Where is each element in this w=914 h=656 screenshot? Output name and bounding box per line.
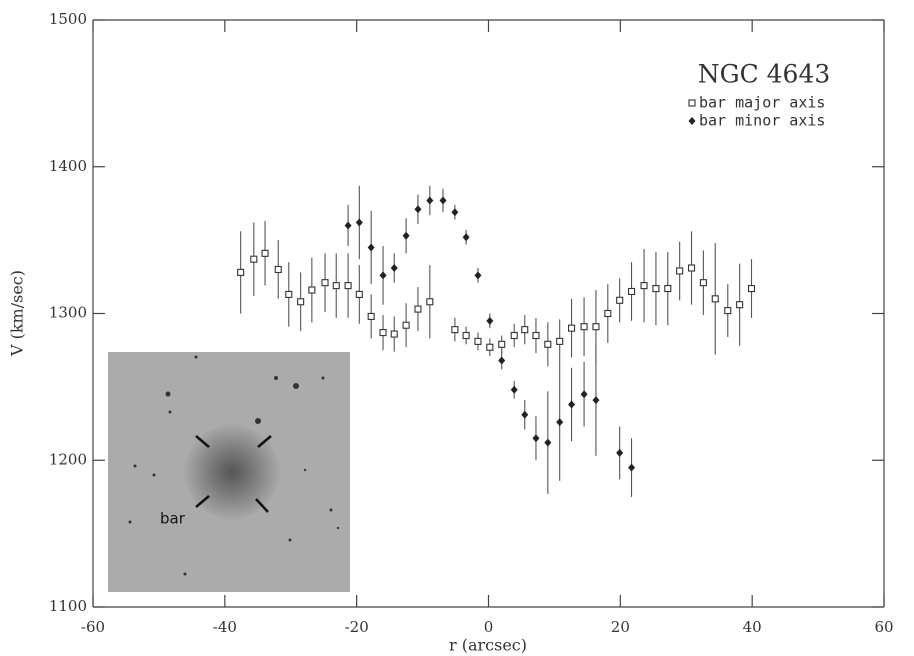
data-point: [355, 290, 363, 298]
data-point: [580, 390, 588, 399]
data-point: [321, 279, 329, 287]
x-tick-label: -40: [213, 618, 237, 636]
data-point: [332, 282, 340, 290]
data-point: [664, 285, 672, 293]
stars: [128, 355, 340, 576]
data-point: [451, 326, 459, 334]
data-point: [355, 218, 363, 227]
data-point: [439, 196, 447, 205]
data-point: [521, 326, 529, 334]
data-point: [556, 337, 564, 345]
x-tick-label: 0: [484, 618, 494, 636]
data-point: [367, 312, 375, 320]
data-point: [379, 271, 387, 280]
inset-image: bar: [108, 352, 350, 592]
data-point: [498, 356, 506, 365]
data-point: [604, 309, 612, 318]
y-tick-label: 1400: [49, 157, 87, 175]
data-point: [297, 298, 305, 306]
legend-label: bar minor axis: [699, 112, 825, 130]
y-tick-label: 1500: [49, 10, 87, 28]
data-point: [367, 243, 375, 252]
data-point: [474, 337, 482, 345]
data-point: [498, 340, 506, 348]
data-point: [532, 331, 540, 340]
x-tick-label: -20: [345, 618, 369, 636]
data-point: [544, 438, 552, 447]
data-point: [462, 233, 470, 242]
data-point: [274, 265, 282, 274]
data-point: [344, 221, 352, 230]
data-point: [390, 330, 398, 338]
bar-markers: [195, 435, 272, 513]
data-point: [344, 282, 352, 290]
data-point: [510, 385, 518, 394]
data-point: [486, 316, 494, 325]
data-point: [736, 301, 744, 309]
data-point: [462, 331, 470, 340]
data-point: [592, 323, 600, 331]
data-point: [640, 282, 648, 290]
data-point: [426, 196, 434, 205]
data-point: [414, 205, 422, 214]
data-point: [616, 296, 624, 304]
data-point: [580, 323, 588, 331]
data-point: [379, 329, 387, 337]
data-point: [451, 208, 459, 217]
data-point: [414, 305, 422, 313]
y-tick-label: 1200: [49, 450, 87, 468]
legend-marker: [688, 117, 696, 125]
data-point: [426, 298, 434, 306]
data-point: [532, 434, 540, 443]
data-point: [711, 295, 719, 303]
legend-marker: [688, 99, 696, 107]
data-point: [544, 340, 552, 348]
data-point: [390, 264, 398, 273]
x-tick-label: 20: [611, 618, 630, 636]
data-point: [616, 448, 624, 457]
data-point: [521, 410, 529, 419]
data-point: [568, 324, 576, 332]
legend-title: NGC 4643: [698, 60, 831, 89]
data-point: [250, 255, 258, 263]
inset-label: bar: [160, 510, 186, 528]
data-point: [592, 396, 600, 405]
data-point: [261, 249, 269, 257]
data-point: [699, 279, 707, 287]
data-point: [747, 285, 756, 293]
x-tick-label: -60: [81, 618, 105, 636]
x-axis-label: r (arcsec): [449, 636, 527, 655]
data-point: [652, 285, 660, 293]
data-point: [402, 231, 410, 240]
x-tick-label: 40: [743, 618, 762, 636]
data-point: [486, 343, 494, 351]
data-point: [474, 271, 482, 280]
data-point: [627, 287, 636, 296]
data-point: [687, 264, 696, 272]
data-point: [510, 331, 518, 340]
data-point: [308, 286, 316, 294]
data-point: [402, 321, 410, 329]
data-point: [628, 463, 636, 472]
data-point: [724, 307, 732, 315]
y-axis-label: V (km/sec): [8, 270, 27, 357]
legend-label: bar major axis: [699, 94, 825, 112]
x-tick-label: 60: [874, 618, 893, 636]
data-point: [676, 267, 684, 275]
data-point: [556, 418, 564, 427]
y-tick-label: 1300: [49, 304, 87, 322]
data-point: [237, 268, 245, 276]
data-point: [285, 290, 293, 298]
y-tick-label: 1100: [49, 597, 87, 615]
data-point: [568, 400, 576, 409]
